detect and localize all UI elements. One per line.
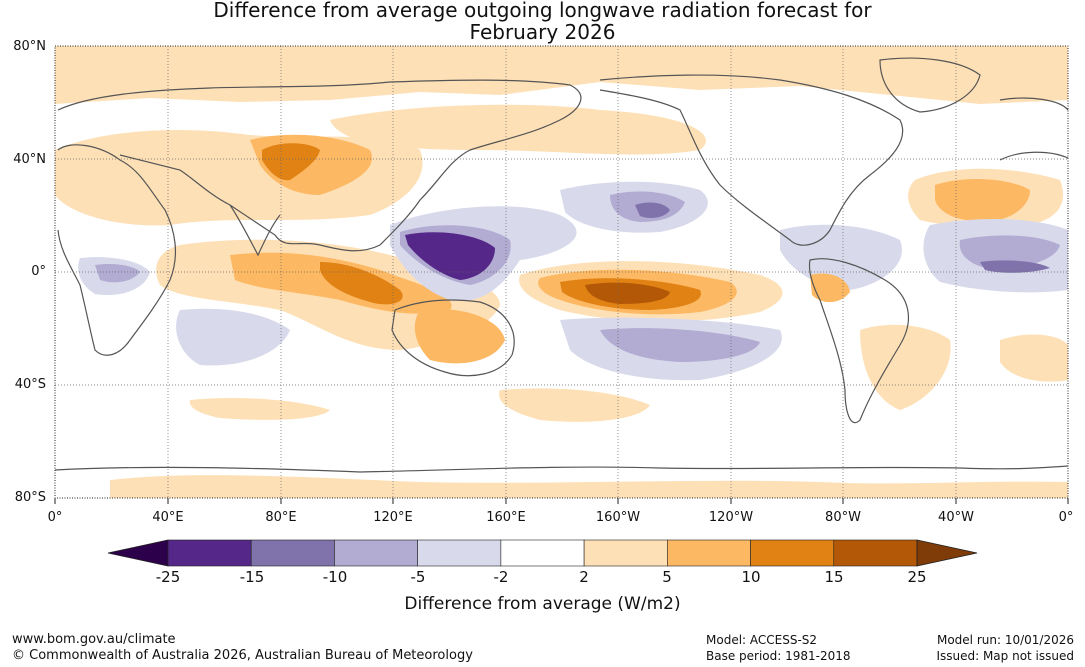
lat-label-40s: 40°S [14, 377, 46, 392]
colorbar-tick: 10 [741, 568, 761, 586]
coast-india [229, 204, 281, 257]
coast-africa [57, 144, 176, 356]
graticule [55, 46, 1068, 498]
anomaly-south-atlantic-positive [1000, 334, 1068, 382]
footer-issued: Issued: Map not issued [936, 649, 1074, 663]
colorbar-min-arrow [107, 539, 169, 567]
anomaly-south-band-1 [189, 398, 330, 420]
colorbar-segment [667, 539, 751, 567]
footer-model-run: Model run: 10/01/2026 [936, 633, 1074, 647]
colorbar-tick: 5 [662, 568, 672, 586]
colorbar-segment [583, 539, 668, 567]
coastlines [54, 57, 1069, 473]
anomaly-amazon-positive [810, 273, 850, 303]
colorbar-tick: -15 [239, 568, 265, 586]
colorbar-tick: 15 [824, 568, 844, 586]
colorbar-segment [334, 539, 418, 567]
footer-copyright: © Commonwealth of Australia 2026, Austra… [12, 648, 473, 663]
anomaly-asia-core [262, 143, 320, 181]
colorbar-segment [833, 539, 918, 567]
world-map [54, 45, 1069, 504]
lon-label-120w: 120°W [708, 510, 754, 525]
colorbar [107, 539, 978, 567]
colorbar-segment [750, 539, 835, 567]
lat-label-equator: 0° [31, 264, 46, 279]
lon-label-0-east: 0° [1058, 510, 1074, 525]
lon-label-160e: 160°E [486, 510, 526, 525]
coast-south-america [808, 258, 909, 424]
anomaly-pacific-positive-core [585, 282, 670, 304]
coast-eurasia [57, 79, 582, 252]
anomaly-africa-negative-core [95, 263, 140, 283]
colorbar-segment [417, 539, 502, 567]
lon-label-0-west: 0° [47, 510, 63, 525]
colorbar-segment [500, 539, 585, 567]
anomaly-antarctic-band [110, 475, 1068, 498]
anomaly-west-pacific-negative-3 [405, 232, 495, 280]
lon-label-160w: 160°W [595, 510, 641, 525]
footer-url[interactable]: www.bom.gov.au/climate [12, 632, 176, 647]
anomaly-north-band [55, 46, 1068, 104]
lat-label-80n: 80°N [13, 39, 46, 54]
colorbar-tick: -5 [410, 568, 426, 586]
coast-north-america [599, 74, 904, 246]
colorbar-max-arrow [916, 539, 978, 567]
coast-australia [391, 299, 515, 377]
anomaly-npac-negative-core [635, 202, 670, 218]
lon-label-40e: 40°E [152, 510, 184, 525]
colorbar-label: Difference from average (W/m2) [404, 594, 681, 614]
coast-greenland [879, 57, 981, 113]
lon-label-80e: 80°E [265, 510, 297, 525]
anomaly-spac-negative-core [600, 328, 760, 362]
map-ticks [54, 498, 1069, 504]
lon-label-120e: 120°E [373, 510, 413, 525]
colorbar-segment [250, 539, 335, 567]
colorbar-tick: -25 [155, 568, 181, 586]
colorbar-tick: -2 [493, 568, 509, 586]
colorbar-tick: 2 [579, 568, 589, 586]
colorbar-segments [107, 539, 978, 567]
footer-model: Model: ACCESS-S2 [706, 633, 818, 647]
anomaly-atlantic-negative-core [980, 260, 1050, 273]
lon-label-40w: 40°W [938, 510, 974, 525]
anomaly-south-america-positive [860, 324, 951, 410]
anomaly-atlantic-north-core [935, 178, 1030, 222]
colorbar-tick: -10 [322, 568, 348, 586]
map-title-line-2: February 2026 [469, 20, 616, 44]
colorbar-tick: 25 [907, 568, 927, 586]
coast-europe [999, 97, 1069, 161]
lat-label-40n: 40°N [13, 152, 46, 167]
anomaly-maritime-core [320, 262, 403, 305]
lat-label-80s: 80°S [14, 490, 46, 505]
coast-antarctica [54, 465, 1069, 473]
anomaly-indian-negative [176, 308, 290, 366]
lon-label-80w: 80°W [825, 510, 861, 525]
anomaly-australia-positive [414, 308, 505, 364]
anomaly-atlantic-negative-2 [959, 235, 1060, 269]
anomaly-north-pacific [330, 104, 706, 155]
colorbar-segment [167, 539, 252, 567]
anomaly-south-band-2 [499, 388, 650, 422]
map-title-line-1: Difference from average outgoing longwav… [213, 0, 872, 22]
footer-base-period: Base period: 1981-2018 [706, 649, 851, 663]
